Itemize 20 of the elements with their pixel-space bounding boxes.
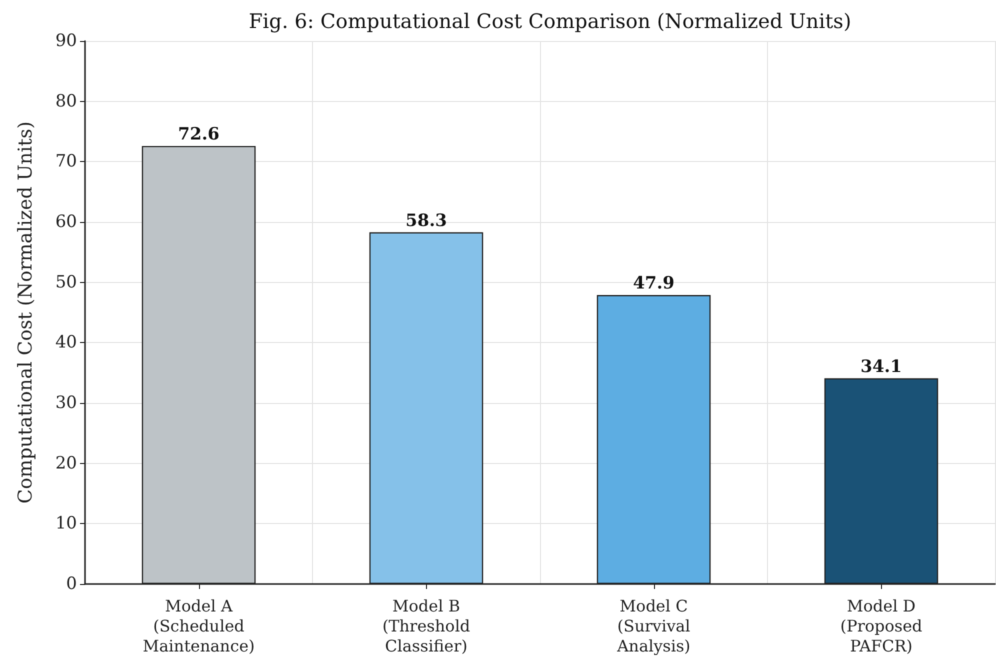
- y-tick-label: 30: [55, 393, 77, 413]
- x-tick-label: Model B (Threshold Classifier): [382, 596, 470, 656]
- y-tick-label: 90: [55, 31, 77, 51]
- data-label: 34.1: [860, 356, 902, 377]
- data-label: 47.9: [633, 274, 674, 294]
- data-label: 58.3: [406, 210, 447, 231]
- chart-title: Fig. 6: Computational Cost Comparison (Normalized Units): [248, 9, 852, 33]
- x-tick-label: Model A (Scheduled Maintenance): [142, 596, 255, 656]
- y-axis-title: Computational Cost (Normalized Units): [14, 121, 36, 504]
- y-tick-label: 40: [55, 332, 77, 353]
- y-tick-label: 80: [55, 91, 77, 112]
- y-tick-label: 70: [55, 152, 77, 172]
- y-tick-label: 0: [66, 574, 77, 594]
- x-tick-label: Model D (Proposed PAFCR): [840, 596, 922, 656]
- y-tick-label: 50: [55, 272, 77, 292]
- y-tick-label: 10: [55, 514, 77, 534]
- y-tick-label: 60: [55, 212, 77, 232]
- data-label: 72.6: [178, 124, 220, 144]
- y-tick-label: 20: [55, 453, 77, 474]
- x-tick-label: Model C (Survival Analysis): [616, 596, 690, 656]
